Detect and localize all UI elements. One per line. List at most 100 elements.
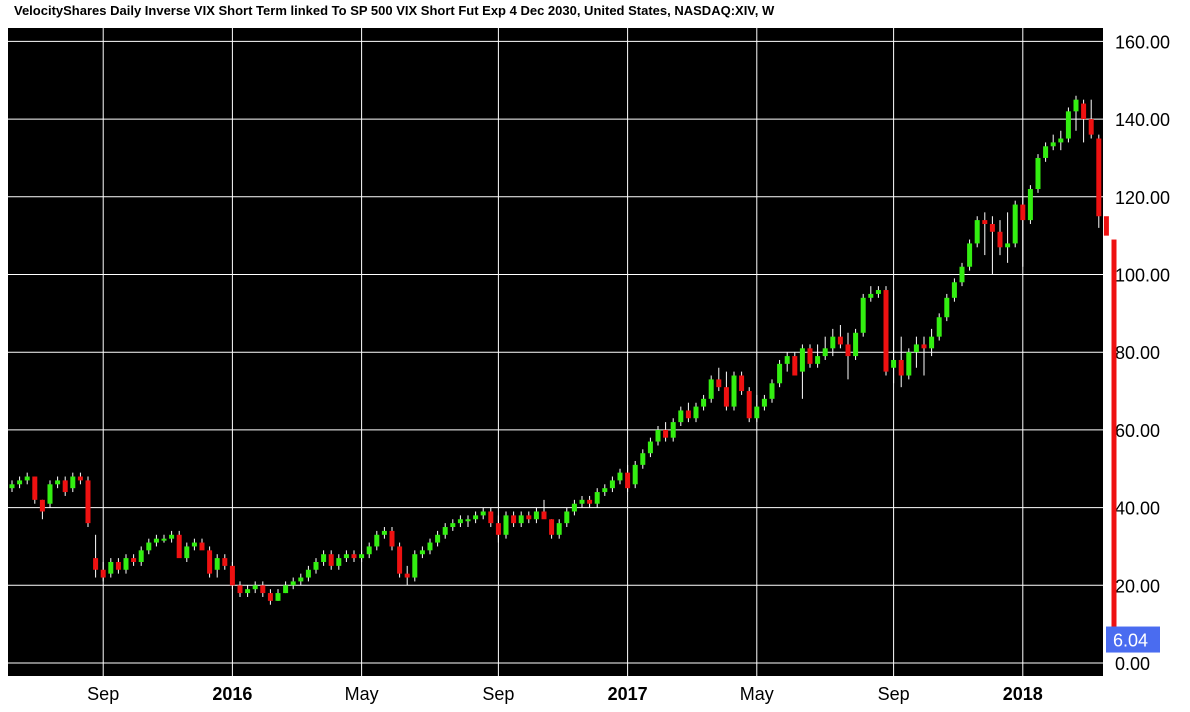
candle-body	[374, 534, 380, 547]
candle-body	[906, 352, 912, 376]
candle-body	[290, 581, 296, 586]
candle-body	[328, 554, 334, 566]
candle-body	[913, 344, 919, 353]
candle-body	[587, 499, 593, 504]
candle-body	[663, 429, 669, 438]
candle-body	[1111, 239, 1117, 640]
candle-body	[70, 476, 76, 489]
candle-body	[9, 484, 15, 489]
candle-body	[792, 356, 798, 376]
candle-body	[868, 293, 874, 298]
candle-body	[822, 348, 828, 357]
chart-title: VelocityShares Daily Inverse VIX Short T…	[14, 3, 775, 18]
candle-body	[1027, 189, 1033, 221]
candle-body	[450, 523, 456, 528]
x-tick-label: 2018	[1003, 684, 1043, 704]
candle-body	[670, 422, 676, 438]
candle-body	[1012, 204, 1018, 244]
candle-body	[419, 550, 425, 555]
candle-body	[366, 546, 372, 555]
candle-body	[93, 558, 99, 570]
candle-body	[146, 542, 152, 551]
candle-body	[693, 406, 699, 419]
candle-body	[267, 593, 273, 601]
candle-body	[647, 441, 653, 454]
candle-body	[39, 499, 45, 512]
candle-body	[252, 585, 258, 590]
candle-body	[161, 538, 167, 541]
candle-body	[716, 379, 722, 388]
candle-body	[100, 569, 106, 578]
candle-body	[32, 476, 38, 500]
x-tick-label: Sep	[87, 684, 119, 704]
candle-body	[184, 546, 190, 559]
candle-body	[77, 476, 83, 481]
candle-body	[617, 472, 623, 481]
candle-body	[708, 379, 714, 399]
x-tick-label: 2017	[608, 684, 648, 704]
y-tick-label: 60.00	[1115, 421, 1160, 441]
candle-body	[1103, 216, 1109, 236]
candle-body	[518, 515, 524, 524]
candle-body	[62, 480, 68, 493]
candle-body	[503, 515, 509, 535]
candle-body	[457, 519, 463, 524]
candle-body	[602, 488, 608, 493]
candle-body	[853, 332, 859, 357]
last-price-badge	[1106, 626, 1160, 653]
candle-body	[381, 530, 387, 535]
candle-body	[777, 363, 783, 384]
candle-body	[784, 356, 790, 364]
candle-body	[24, 476, 30, 481]
candle-body	[343, 554, 349, 559]
last-price-label: 6.04	[1113, 631, 1148, 651]
candle-body	[739, 375, 745, 392]
candle-body	[397, 546, 403, 574]
candle-body	[85, 480, 91, 524]
candle-body	[1020, 204, 1026, 221]
candle-body	[488, 511, 494, 524]
candle-body	[632, 464, 638, 485]
x-tick-label: Sep	[482, 684, 514, 704]
y-tick-label: 140.00	[1115, 110, 1170, 130]
candle-body	[891, 359, 897, 368]
candle-body	[571, 503, 577, 512]
candle-body	[723, 387, 729, 407]
x-tick-label: May	[740, 684, 774, 704]
candle-body	[138, 550, 144, 562]
candle-body	[769, 383, 775, 399]
candle-body	[982, 220, 988, 224]
candle-body	[1050, 142, 1056, 147]
candle-body	[176, 534, 182, 559]
candle-body	[1065, 111, 1071, 139]
candle-body	[283, 585, 289, 594]
candle-body	[883, 290, 889, 372]
candle-body	[191, 542, 197, 547]
candle-body	[1035, 157, 1041, 190]
y-tick-label: 80.00	[1115, 343, 1160, 363]
candle-body	[275, 593, 281, 601]
candle-body	[815, 356, 821, 364]
candle-body	[1096, 138, 1102, 217]
candle-body	[951, 282, 957, 298]
y-tick-label: 120.00	[1115, 188, 1170, 208]
candle-body	[640, 453, 646, 465]
candle-body	[799, 348, 805, 372]
candle-body	[541, 511, 547, 520]
x-tick-label: Sep	[878, 684, 910, 704]
candle-body	[465, 519, 471, 522]
candle-body	[875, 290, 881, 294]
candle-body	[435, 534, 441, 543]
candle-body	[169, 534, 175, 539]
candle-body	[17, 480, 23, 485]
candle-body	[321, 554, 327, 562]
candle-body	[1058, 138, 1064, 143]
candle-body	[260, 585, 266, 594]
y-tick-label: 160.00	[1115, 32, 1170, 52]
candle-body	[936, 317, 942, 337]
candle-body	[678, 410, 684, 423]
candle-body	[389, 530, 395, 547]
candle-body	[1088, 119, 1094, 135]
y-tick-label: 0.00	[1115, 654, 1150, 674]
candle-body	[921, 344, 927, 349]
